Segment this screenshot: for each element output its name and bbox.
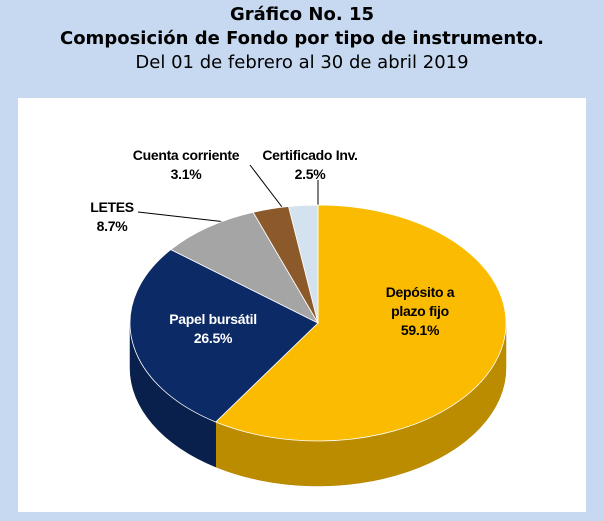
leader-line (137, 211, 227, 223)
data-label: Certificado Inv. 2.5% (250, 146, 370, 184)
value-label: 8.7% (96, 218, 128, 234)
chart-period: Del 01 de febrero al 30 de abril 2019 (135, 52, 469, 73)
category-label: LETES (90, 199, 134, 215)
value-label: 26.5% (193, 330, 233, 346)
value-label: 59.1% (400, 322, 440, 338)
category-label: Certificado Inv. (262, 147, 358, 163)
leader-lines (137, 164, 319, 223)
data-label: Cuenta corriente 3.1% (126, 146, 246, 184)
category-label: Cuenta corriente (132, 147, 240, 163)
data-label: Papel bursátil 26.5% (153, 310, 273, 348)
leader-line (249, 164, 283, 208)
chart-title: Gráfico No. 15 (229, 4, 375, 25)
category-label: Papel bursátil (169, 311, 257, 327)
pie-slice (288, 204, 319, 324)
pie-tops (129, 204, 507, 442)
value-label: 3.1% (170, 166, 202, 182)
data-label: LETES 8.7% (72, 198, 152, 236)
pie-slice (214, 204, 507, 442)
pie-slice (170, 211, 320, 324)
pie-slice (129, 249, 319, 423)
category-label: Depósito a plazo fijo (385, 284, 455, 319)
value-label: 2.5% (294, 166, 326, 182)
data-label: Depósito a plazo fijo 59.1% (370, 283, 470, 340)
chart-subtitle: Composición de Fondo por tipo de instrum… (59, 28, 544, 49)
